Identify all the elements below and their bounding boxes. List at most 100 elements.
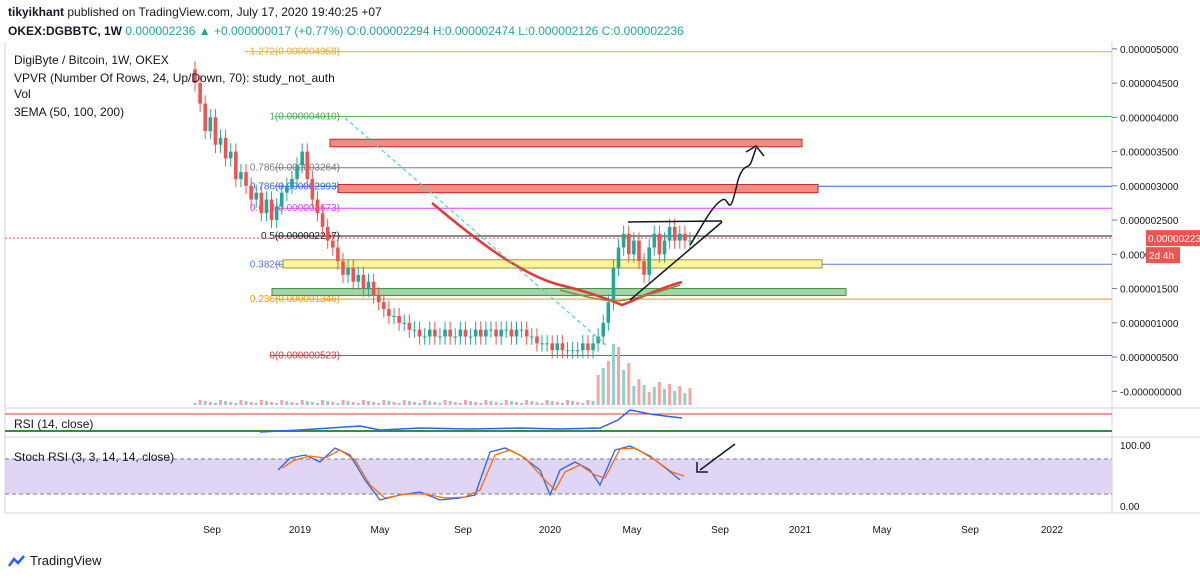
y-tick-label: 0.000002500 bbox=[1120, 216, 1179, 227]
candle-body bbox=[626, 233, 631, 255]
zone-rect-green bbox=[271, 288, 847, 296]
legend-vpvr[interactable]: VPVR (Number Of Rows, 24, Up/Down, 70): … bbox=[14, 71, 335, 85]
volume-bar bbox=[494, 402, 498, 405]
volume-bar bbox=[504, 400, 508, 405]
y-tick-label: 0.000003000 bbox=[1120, 182, 1179, 193]
candle-body bbox=[586, 343, 590, 351]
candle-body bbox=[371, 281, 376, 296]
volume-bar bbox=[402, 400, 406, 405]
candle-body bbox=[662, 240, 667, 255]
candle-body bbox=[254, 192, 259, 200]
candle-body bbox=[632, 240, 636, 255]
volume-bar bbox=[678, 386, 682, 405]
volume-bar bbox=[657, 382, 661, 405]
candle-body bbox=[509, 329, 514, 337]
legend-ema[interactable]: 3EMA (50, 100, 200) bbox=[14, 105, 125, 119]
candle-body bbox=[504, 329, 509, 331]
zone-rect-red bbox=[337, 183, 819, 194]
candle-body bbox=[320, 213, 325, 227]
candle-body bbox=[366, 281, 371, 289]
volume-bar bbox=[418, 403, 422, 405]
candle-body bbox=[438, 336, 442, 338]
candle-body bbox=[290, 178, 294, 186]
stoch-pane-label[interactable]: Stoch RSI (3, 3, 14, 14, close) bbox=[14, 450, 175, 464]
tradingview-brand[interactable]: TradingView bbox=[8, 553, 102, 568]
candle-body bbox=[468, 336, 473, 338]
volume-bar bbox=[601, 368, 605, 405]
stoch-axis-label: 100.00 bbox=[1120, 441, 1151, 452]
volume-bar bbox=[407, 401, 411, 405]
x-tick-label: 2022 bbox=[1041, 525, 1064, 536]
y-tick-label: 0.000004500 bbox=[1120, 79, 1179, 90]
legend-vol[interactable]: Vol bbox=[14, 87, 31, 101]
x-tick-label: May bbox=[623, 525, 642, 536]
volume-bar bbox=[326, 401, 330, 405]
candle-body bbox=[198, 83, 202, 104]
candle-body bbox=[642, 261, 646, 275]
candle-body bbox=[269, 199, 274, 221]
volume-bar bbox=[213, 403, 217, 405]
volume-bar bbox=[300, 400, 304, 405]
volume-bar bbox=[520, 403, 524, 405]
last-price-tag: 0.000002236 bbox=[1148, 234, 1200, 245]
candle-body bbox=[489, 329, 493, 331]
candle-body bbox=[535, 336, 539, 344]
candle-body bbox=[443, 329, 447, 337]
volume-bar bbox=[581, 403, 585, 405]
candle-body bbox=[591, 343, 595, 351]
candle-body bbox=[223, 137, 228, 159]
volume-bar bbox=[555, 402, 559, 405]
volume-bar bbox=[321, 400, 325, 405]
candle-body bbox=[239, 172, 243, 179]
candle-body bbox=[244, 172, 248, 186]
legend-title: DigiByte / Bitcoin, 1W, OKEX bbox=[14, 53, 169, 67]
candle-body bbox=[683, 233, 687, 241]
candle-body bbox=[412, 329, 417, 331]
candle-body bbox=[427, 329, 432, 337]
candle-body bbox=[688, 240, 692, 242]
volume-bar bbox=[280, 400, 284, 405]
tradingview-logo-icon bbox=[8, 554, 25, 567]
candle-body bbox=[392, 315, 396, 317]
volume-bar bbox=[203, 401, 207, 405]
candle-body bbox=[279, 192, 284, 207]
author-name[interactable]: tikyikhant bbox=[8, 5, 65, 19]
candle-body bbox=[228, 151, 233, 159]
volume-bar bbox=[479, 403, 483, 405]
candle-body bbox=[540, 343, 544, 345]
x-tick-label: May bbox=[873, 525, 892, 536]
x-tick-label: 2021 bbox=[789, 525, 812, 536]
candle-body bbox=[652, 233, 657, 248]
volume-bar bbox=[351, 402, 355, 405]
candle-body bbox=[387, 309, 391, 316]
volume-bar bbox=[586, 400, 590, 405]
candle-body bbox=[463, 329, 468, 337]
volume-bar bbox=[310, 402, 314, 405]
candle-body bbox=[478, 329, 483, 337]
candle-body bbox=[601, 322, 606, 337]
candle-body bbox=[310, 178, 315, 200]
volume-bar bbox=[540, 403, 544, 405]
fib-level-label: 0.786(0.000002993) bbox=[250, 181, 340, 192]
volume-bar bbox=[673, 391, 677, 405]
candle-body bbox=[315, 199, 320, 214]
rsi-pane-label[interactable]: RSI (14, close) bbox=[14, 417, 94, 431]
projection-arrow bbox=[689, 147, 757, 246]
candle-body bbox=[519, 329, 524, 331]
candle-body bbox=[565, 350, 570, 352]
candle-body bbox=[397, 315, 401, 323]
volume-bar bbox=[550, 401, 554, 405]
volume-bar bbox=[244, 401, 248, 405]
ohlc-values: O:0.000002294 H:0.000002474 L:0.00000212… bbox=[346, 24, 684, 38]
y-tick-label: -0.000000000 bbox=[1120, 387, 1182, 398]
volume-bar bbox=[224, 401, 228, 405]
volume-bar bbox=[652, 387, 656, 405]
volume-bar bbox=[305, 401, 309, 405]
volume-bar bbox=[336, 403, 340, 405]
candle-body bbox=[677, 233, 682, 241]
volume-bar bbox=[377, 403, 381, 405]
volume-bar bbox=[198, 400, 202, 405]
countdown-tag-bg bbox=[1146, 247, 1180, 264]
candle-body bbox=[570, 350, 575, 352]
